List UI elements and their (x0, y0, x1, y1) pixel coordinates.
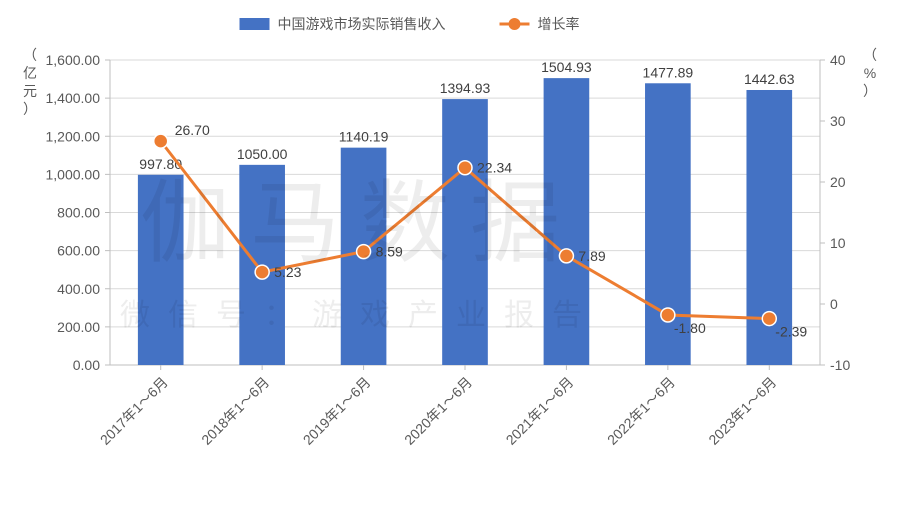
y-right-tick-label: 40 (830, 52, 846, 68)
category-label: 2017年1～6月 (97, 374, 171, 448)
bar-data-label: 1504.93 (541, 59, 592, 75)
y-left-tick-label: 400.00 (57, 281, 100, 297)
chart-container: 伽马数据 微信号：游戏产业报告 0.00200.00400.00600.0080… (0, 0, 899, 506)
line-marker (762, 312, 776, 326)
y-right-tick-label: 10 (830, 235, 846, 251)
y-left-tick-label: 600.00 (57, 243, 100, 259)
line-marker (255, 265, 269, 279)
line-marker (661, 308, 675, 322)
category-label: 2021年1～6月 (503, 374, 577, 448)
line-data-label: 5.23 (274, 264, 301, 280)
category-label: 2023年1～6月 (705, 374, 779, 448)
y-left-tick-label: 0.00 (73, 357, 100, 373)
bar-data-label: 997.80 (139, 156, 182, 172)
legend-bar-label: 中国游戏市场实际销售收入 (278, 16, 446, 32)
category-label: 2020年1～6月 (401, 374, 475, 448)
line-data-label: 7.89 (578, 248, 605, 264)
y-left-title: ） (23, 101, 37, 117)
y-left-tick-label: 1,400.00 (46, 90, 101, 106)
line-marker (559, 249, 573, 263)
line-data-label: 26.70 (175, 122, 210, 138)
y-right-title: （ (863, 47, 877, 63)
category-label: 2022年1～6月 (604, 374, 678, 448)
y-left-title: （ (23, 47, 37, 63)
y-right-tick-label: 20 (830, 174, 846, 190)
y-left-title: 亿 (23, 65, 37, 81)
y-right-title: % (864, 65, 876, 81)
bar (544, 78, 590, 365)
bar (442, 99, 488, 365)
bar-data-label: 1140.19 (339, 129, 389, 145)
legend-bar-swatch (240, 18, 270, 30)
y-left-tick-label: 200.00 (57, 319, 100, 335)
y-right-tick-label: -10 (830, 357, 850, 373)
y-right-title: ） (863, 83, 877, 99)
line-marker (458, 161, 472, 175)
bar-data-label: 1394.93 (440, 80, 491, 96)
y-right-tick-label: 0 (830, 296, 838, 312)
y-left-tick-label: 1,000.00 (46, 166, 101, 182)
bar-data-label: 1050.00 (237, 146, 288, 162)
y-left-tick-label: 1,600.00 (46, 52, 101, 68)
line-marker (154, 134, 168, 148)
line-data-label: 8.59 (376, 244, 403, 260)
y-left-tick-label: 1,200.00 (46, 128, 101, 144)
bar-data-label: 1477.89 (643, 64, 694, 80)
category-label: 2019年1～6月 (300, 374, 374, 448)
line-data-label: -1.80 (674, 320, 706, 336)
category-label: 2018年1～6月 (198, 374, 272, 448)
line-marker (357, 245, 371, 259)
legend-line-label: 增长率 (538, 16, 580, 32)
chart-svg: 0.00 200.00 400.00 600.00 800.00 1,000.00 1,20… (0, 0, 899, 506)
bar (138, 175, 184, 365)
y-left-tick-label: 800.00 (57, 205, 100, 221)
y-left-title: 元 (23, 83, 37, 99)
legend-line-marker (509, 18, 521, 30)
y-right-tick-label: 30 (830, 113, 846, 129)
line-data-label: -2.39 (775, 324, 807, 340)
bar-data-label: 1442.63 (744, 71, 795, 87)
line-data-label: 22.34 (477, 160, 512, 176)
